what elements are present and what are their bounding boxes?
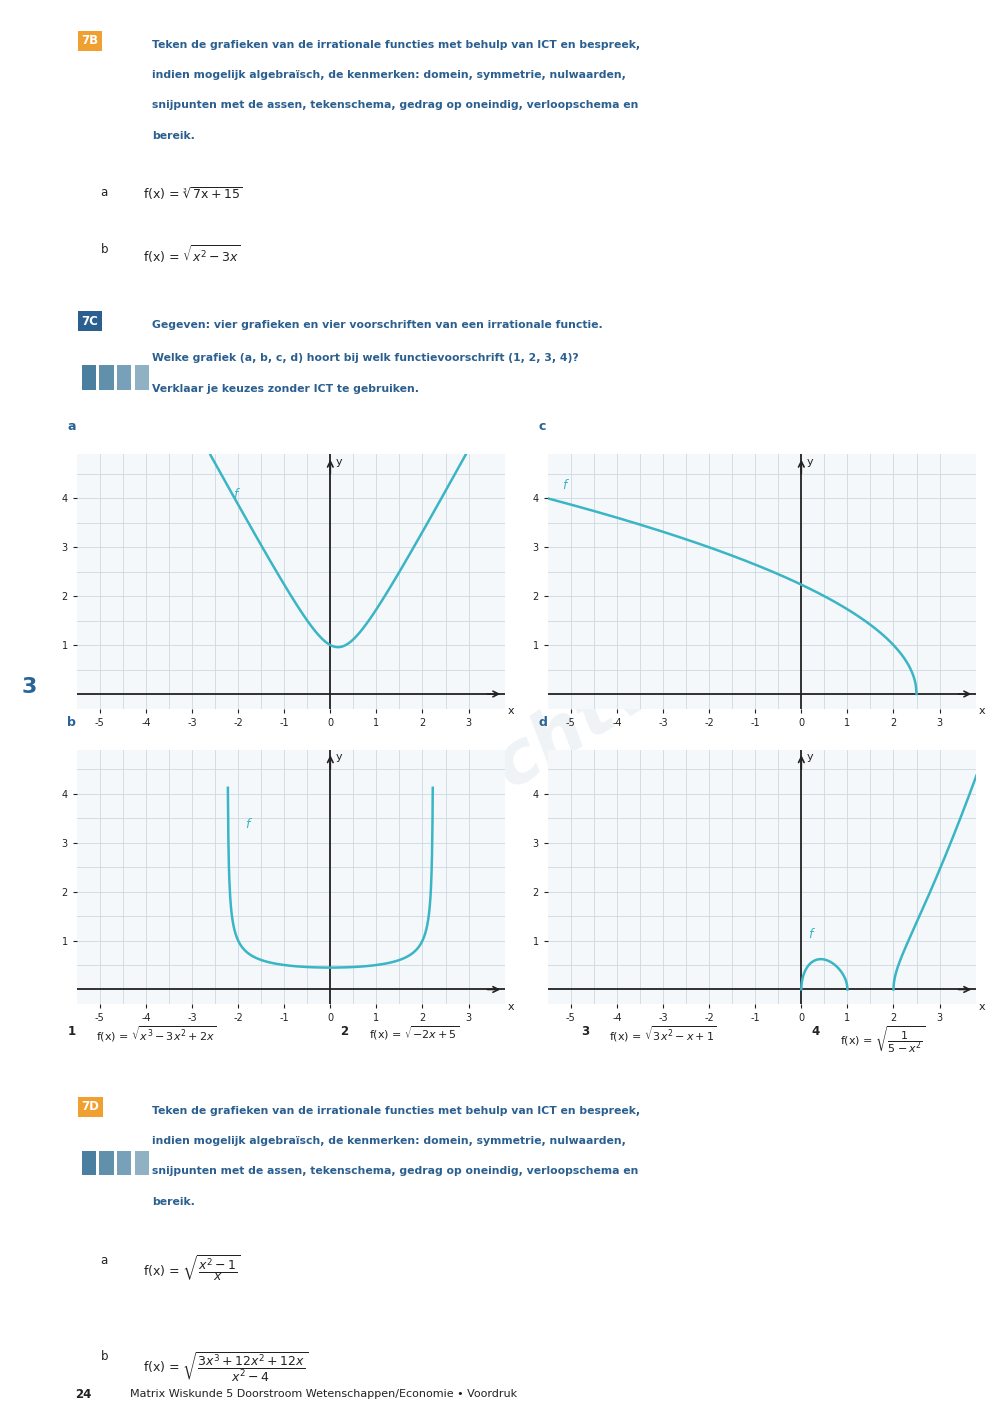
Text: Teken de grafieken van de irrationale functies met behulp van ICT en bespreek,: Teken de grafieken van de irrationale fu… <box>152 1106 640 1116</box>
Text: 3: 3 <box>581 1025 589 1038</box>
Bar <box>117 365 131 390</box>
Bar <box>99 1151 114 1175</box>
Text: f(x) = $\sqrt{\dfrac{1}{5 - x^2}}$: f(x) = $\sqrt{\dfrac{1}{5 - x^2}}$ <box>840 1025 926 1056</box>
Text: snijpunten met de assen, tekenschema, gedrag op oneindig, verloopschema en: snijpunten met de assen, tekenschema, ge… <box>152 1167 639 1176</box>
Text: Matrix Wiskunde 5 Doorstroom Wetenschappen/Economie • Voordruk: Matrix Wiskunde 5 Doorstroom Wetenschapp… <box>130 1389 517 1400</box>
Text: b: b <box>100 243 108 256</box>
Bar <box>117 1151 131 1175</box>
Text: x: x <box>979 706 985 717</box>
Bar <box>82 365 96 390</box>
Text: f: f <box>234 488 238 502</box>
Text: bereik.: bereik. <box>152 1196 195 1206</box>
Text: f(x) = $\sqrt{x^2 - 3x}$: f(x) = $\sqrt{x^2 - 3x}$ <box>143 243 240 264</box>
Text: c: c <box>538 420 546 433</box>
Text: a: a <box>67 420 76 433</box>
Text: y: y <box>336 457 342 467</box>
Text: b: b <box>100 1350 108 1363</box>
Text: x: x <box>508 706 514 717</box>
Text: 1: 1 <box>67 1025 76 1038</box>
Text: f(x) = $\sqrt{\dfrac{x^2 - 1}{x}}$: f(x) = $\sqrt{\dfrac{x^2 - 1}{x}}$ <box>143 1254 240 1284</box>
Text: Teken de grafieken van de irrationale functies met behulp van ICT en bespreek,: Teken de grafieken van de irrationale fu… <box>152 40 640 49</box>
Text: 2: 2 <box>341 1025 349 1038</box>
Text: f(x) = $\sqrt{-2x + 5}$: f(x) = $\sqrt{-2x + 5}$ <box>369 1025 459 1042</box>
Text: Welke grafiek (a, b, c, d) hoort bij welk functievoorschrift (1, 2, 3, 4)?: Welke grafiek (a, b, c, d) hoort bij wel… <box>152 354 579 363</box>
Text: f: f <box>562 478 566 492</box>
Text: a: a <box>100 1254 108 1267</box>
Text: f(x) = $\sqrt{3x^2 - x + 1}$: f(x) = $\sqrt{3x^2 - x + 1}$ <box>609 1025 717 1045</box>
Text: y: y <box>336 752 342 762</box>
Text: d: d <box>538 715 547 728</box>
Text: 3: 3 <box>21 677 37 697</box>
Text: Gegeven: vier grafieken en vier voorschriften van een irrationale functie.: Gegeven: vier grafieken en vier voorschr… <box>152 320 603 331</box>
Text: a: a <box>100 185 108 198</box>
Text: 24: 24 <box>75 1387 91 1401</box>
Bar <box>135 1151 149 1175</box>
Text: y: y <box>807 457 813 467</box>
Bar <box>82 1151 96 1175</box>
Text: f: f <box>245 819 249 831</box>
Text: Verklaar je keuzes zonder ICT te gebruiken.: Verklaar je keuzes zonder ICT te gebruik… <box>152 383 419 393</box>
Bar <box>99 365 114 390</box>
Text: f(x) = $\sqrt{\dfrac{3x^3 + 12x^2 + 12x}{x^2 - 4}}$: f(x) = $\sqrt{\dfrac{3x^3 + 12x^2 + 12x}… <box>143 1350 308 1384</box>
Text: 7D: 7D <box>82 1100 99 1113</box>
Text: y: y <box>807 752 813 762</box>
Text: x: x <box>979 1001 985 1011</box>
Bar <box>135 365 149 390</box>
Text: indien mogelijk algebraïsch, de kenmerken: domein, symmetrie, nulwaarden,: indien mogelijk algebraïsch, de kenmerke… <box>152 1135 626 1147</box>
Text: f: f <box>808 928 813 942</box>
Text: 4: 4 <box>812 1025 820 1038</box>
Text: bereik.: bereik. <box>152 130 195 140</box>
Text: indien mogelijk algebraïsch, de kenmerken: domein, symmetrie, nulwaarden,: indien mogelijk algebraïsch, de kenmerke… <box>152 71 626 81</box>
Text: 7C: 7C <box>82 315 98 328</box>
Text: f(x) = $\sqrt{x^3 - 3x^2 + 2x}$: f(x) = $\sqrt{x^3 - 3x^2 + 2x}$ <box>96 1025 216 1045</box>
Text: b: b <box>67 715 76 728</box>
Text: f(x) = $\mathdefault{\sqrt[3]{7x + 15}}$: f(x) = $\mathdefault{\sqrt[3]{7x + 15}}$ <box>143 185 242 202</box>
Text: Leerkrachtversie: Leerkrachtversie <box>218 544 840 967</box>
Text: snijpunten met de assen, tekenschema, gedrag op oneindig, verloopschema en: snijpunten met de assen, tekenschema, ge… <box>152 100 639 110</box>
Text: x: x <box>508 1001 514 1011</box>
Text: 7B: 7B <box>82 34 99 47</box>
